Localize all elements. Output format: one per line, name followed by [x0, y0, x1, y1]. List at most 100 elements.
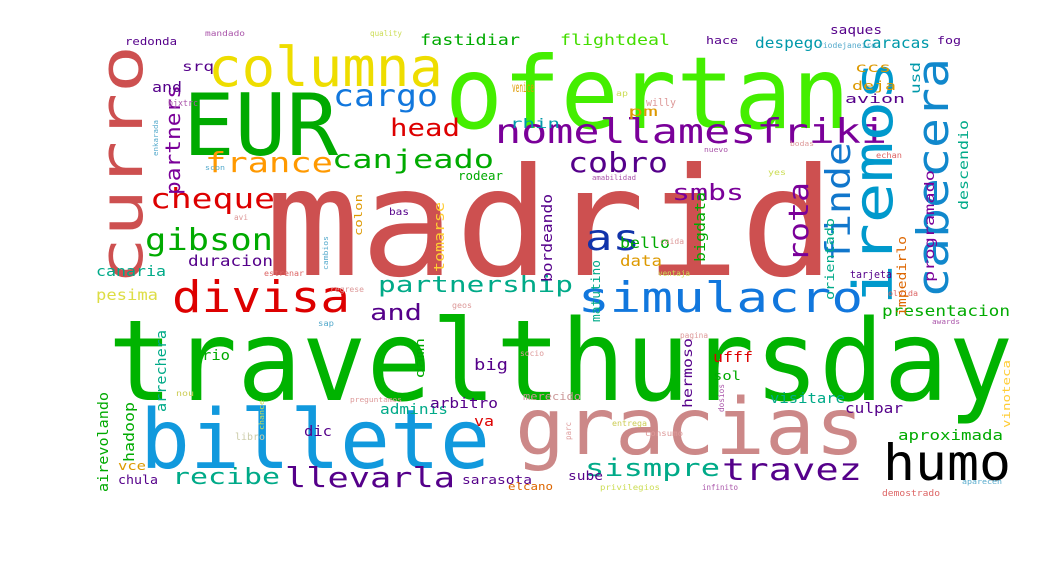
word-aparecen: aparecen [962, 478, 1002, 486]
word-redonda: redonda [125, 35, 177, 48]
word-programado: programado [923, 170, 938, 282]
word-sube: sube [568, 469, 603, 483]
word-va: va [474, 414, 494, 430]
word-partnership: partnership [378, 273, 573, 298]
word-avi: avi [234, 213, 248, 222]
word-hadoop: hadoop [122, 402, 138, 462]
word-adminis: adminis [380, 402, 448, 418]
word-pm: venice [512, 81, 534, 96]
word-EUR: EUR [183, 76, 338, 176]
word-canjeado: canjeado [332, 145, 494, 175]
word-gracias: gracias [515, 383, 865, 473]
word-dic: dic [304, 424, 332, 440]
word-deja: ccs [855, 61, 891, 76]
word-duracion: duracion [188, 252, 273, 270]
word-srq: and [152, 80, 182, 96]
word-parc: parc [564, 422, 573, 440]
word-riodejaneiro: riodejaneiro [818, 41, 876, 50]
word-merecido: merecido [523, 390, 581, 403]
word-bello: bello [620, 234, 670, 252]
word-llevarla: llevarla [285, 461, 455, 494]
word-fastidiar: fastidiar [420, 31, 520, 49]
word-partners: partners [161, 85, 185, 195]
word-vinoteca: vinoteca [1000, 360, 1013, 428]
word-aproximada: aproximada [898, 428, 1003, 444]
word-tomarse: tomarse [432, 202, 448, 272]
word-pesima: pesima [96, 286, 158, 304]
word-rodear: rodear [458, 169, 503, 183]
word-bordeando: bordeando [540, 194, 556, 282]
word-vce: vce [118, 459, 146, 473]
word-caida: caida [660, 237, 684, 246]
word-olvida: olvida [888, 289, 918, 298]
word-rio: rio [202, 348, 230, 364]
word-hace: hace [706, 34, 738, 47]
word-canaria: canaria [96, 264, 166, 280]
word-preguntamos: preguntamos [350, 396, 402, 404]
word-finde: finde [819, 142, 859, 262]
word-enkarada: enkarada [152, 120, 160, 156]
word-travelthursday: travelthursday [108, 297, 1013, 427]
word-humo: humo [883, 434, 1011, 492]
word-usd: usd [909, 62, 924, 94]
word-presentacion: presentacion [882, 302, 1010, 320]
word-flightdeal: flightdeal [560, 31, 670, 49]
word-gibson: gibson [145, 223, 273, 258]
word-hermoso: hermoso [681, 338, 696, 408]
word-dosios: dosios [717, 384, 726, 412]
word-iremos: iremos [842, 60, 905, 305]
word-chula: chula [118, 473, 158, 487]
word-impedirlo: impedirlo [895, 236, 909, 316]
word-divisa: divisa [172, 272, 350, 323]
word-nuevo: nuevo [704, 146, 728, 154]
word-ofertan: ofertan [445, 35, 850, 152]
word-pagina: pagina [680, 331, 708, 340]
word-recibe: recibe [172, 465, 280, 490]
word-avion: deja [852, 79, 896, 93]
word-quality: quality [370, 29, 402, 38]
word-head: head [390, 114, 460, 142]
word-echan: echan [876, 151, 902, 160]
word-entrega: entrega [612, 419, 647, 428]
word-cabecera: cabecera [908, 58, 959, 298]
word-ventaja: ventaja [658, 269, 690, 278]
word-sismpre: sismpre [585, 454, 720, 482]
word-curro: curro [87, 45, 157, 285]
word-willy: willy [646, 96, 676, 109]
word-colon: colon [352, 194, 365, 236]
word-mandado: mandado [205, 29, 245, 38]
word-geos: geos [452, 301, 472, 310]
word-privilegios: privilegios [600, 483, 660, 492]
word-amabilidad: amabilidad [592, 174, 636, 182]
word-cheque: cheque [150, 182, 275, 215]
word-rhin: srq [182, 60, 214, 75]
word-damn: damn [413, 338, 427, 378]
word-billete: billete [140, 393, 490, 488]
word-nomellamesfriki: nomellamesfriki [495, 112, 887, 152]
word-cargo: cargo [333, 79, 438, 114]
word-orientado: orientado [823, 218, 837, 300]
word-columna: columna [208, 36, 443, 99]
word-and: and [370, 301, 422, 326]
word-france: france [205, 146, 333, 179]
word-cobro: cobro [568, 146, 668, 179]
word-venice: rhin [510, 117, 560, 132]
word-tarjeta: tarjeta [850, 268, 892, 281]
word-socio: socio [520, 349, 544, 358]
word-travez: travez [722, 453, 862, 488]
word-elcano: elcano [508, 480, 553, 493]
word-scon: scon [205, 164, 225, 172]
word-despego: despego [755, 34, 823, 52]
word-yes: yes [768, 168, 786, 177]
word-sarasota: sarasota [462, 473, 532, 487]
word-bigdata: bigdata [693, 192, 709, 262]
word-arbitro: arbitro [430, 396, 498, 412]
word-culpar: culpar [845, 401, 903, 417]
word-nou: nou [176, 389, 194, 398]
word-data: data [620, 252, 662, 270]
word-smbs: smbs [672, 181, 744, 206]
word-fog: fog [937, 34, 961, 47]
word-airevolando: airevolando [96, 392, 112, 492]
word-sol: sol [713, 369, 741, 383]
